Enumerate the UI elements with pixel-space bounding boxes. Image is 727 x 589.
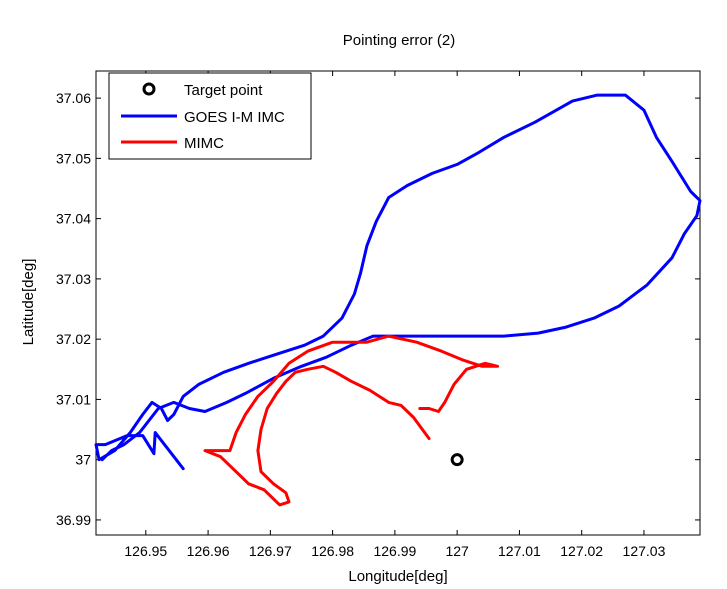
legend-label-mimc: MIMC xyxy=(184,135,224,152)
legend: Target point GOES I-M IMC MIMC xyxy=(108,72,312,160)
x-tick-label: 126.98 xyxy=(311,543,354,559)
legend-label-goes: GOES I-M IMC xyxy=(184,109,285,126)
x-tick-label: 126.96 xyxy=(187,543,230,559)
y-tick-label: 37.01 xyxy=(56,391,91,407)
x-axis-ticks: 126.95 126.96 126.97 126.98 126.99 127 127.01 1… xyxy=(124,71,666,559)
y-tick-label: 37.02 xyxy=(56,331,91,347)
x-tick-label: 127.01 xyxy=(498,543,541,559)
goes-imc-trajectory xyxy=(94,93,702,471)
y-tick-label: 37.05 xyxy=(56,150,91,166)
y-axis-label: Latitude[deg] xyxy=(20,259,37,346)
series-layer xyxy=(94,93,702,507)
y-tick-label: 37.06 xyxy=(56,90,91,106)
x-tick-label: 127.02 xyxy=(560,543,603,559)
chart-title: Pointing error (2) xyxy=(343,32,456,49)
legend-label-target: Target point xyxy=(184,82,263,99)
y-tick-label: 37.04 xyxy=(56,211,91,227)
x-axis-label: Longitude[deg] xyxy=(348,568,447,585)
x-tick-label: 126.99 xyxy=(373,543,416,559)
x-tick-label: 127.03 xyxy=(623,543,666,559)
x-tick-label: 127 xyxy=(445,543,469,559)
x-tick-label: 126.97 xyxy=(249,543,292,559)
legend-target-marker xyxy=(142,82,156,96)
y-tick-label: 37 xyxy=(75,452,91,468)
y-axis-ticks: 36.99 37 37.01 37.02 37.03 37.04 37.05 37.06 xyxy=(56,90,700,528)
mimc-trajectory xyxy=(203,334,500,507)
x-tick-label: 126.95 xyxy=(124,543,167,559)
target-point-marker xyxy=(450,453,464,467)
y-tick-label: 36.99 xyxy=(56,512,91,528)
y-tick-label: 37.03 xyxy=(56,271,91,287)
